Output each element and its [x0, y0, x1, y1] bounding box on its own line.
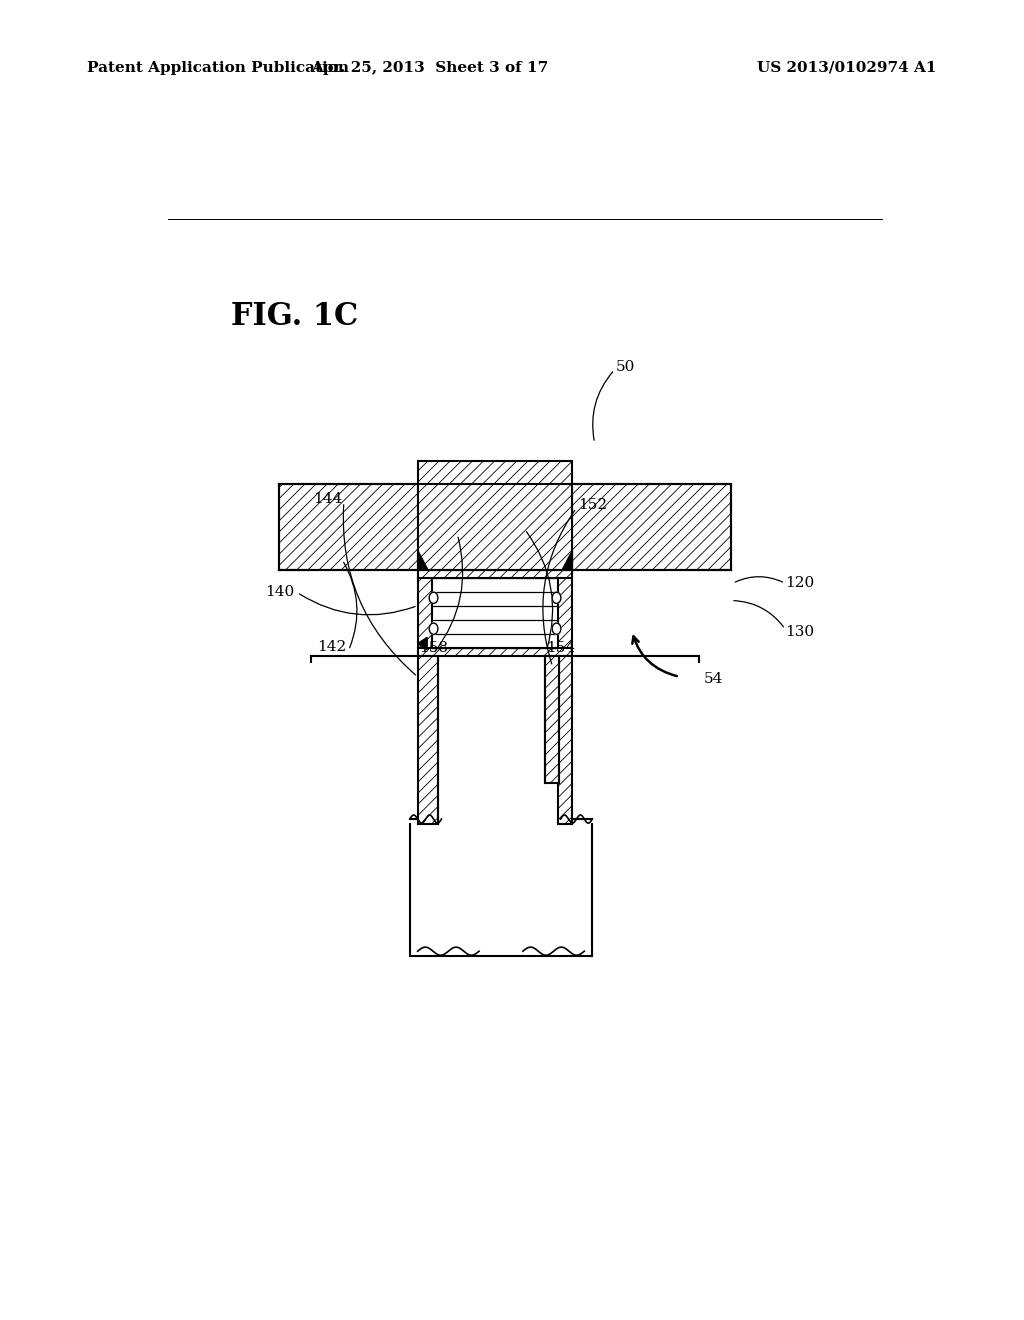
- Polygon shape: [418, 638, 427, 649]
- Text: 154: 154: [546, 642, 575, 655]
- Bar: [418, 656, 437, 824]
- Text: US 2013/0102974 A1: US 2013/0102974 A1: [758, 61, 937, 75]
- Text: 144: 144: [313, 492, 342, 506]
- Text: 130: 130: [785, 626, 814, 639]
- Polygon shape: [418, 550, 428, 570]
- Text: 142: 142: [317, 640, 346, 655]
- Text: Apr. 25, 2013  Sheet 3 of 17: Apr. 25, 2013 Sheet 3 of 17: [311, 61, 549, 75]
- Circle shape: [552, 623, 561, 634]
- Text: 120: 120: [785, 577, 814, 590]
- Text: 152: 152: [578, 498, 607, 512]
- Bar: [545, 656, 559, 784]
- Bar: [572, 483, 731, 570]
- Bar: [418, 648, 572, 656]
- Bar: [418, 461, 572, 570]
- Circle shape: [429, 593, 438, 603]
- Bar: [279, 483, 418, 570]
- Text: 50: 50: [616, 360, 636, 374]
- Text: 140: 140: [265, 585, 295, 599]
- Bar: [418, 570, 572, 578]
- Text: FIG. 1C: FIG. 1C: [231, 301, 358, 331]
- Polygon shape: [562, 550, 572, 570]
- Bar: [558, 570, 572, 656]
- Text: 158: 158: [419, 642, 449, 655]
- Circle shape: [552, 593, 561, 603]
- Text: Patent Application Publication: Patent Application Publication: [87, 61, 349, 75]
- Text: 54: 54: [703, 672, 723, 686]
- Bar: [558, 656, 572, 824]
- Bar: [418, 570, 432, 656]
- Circle shape: [429, 623, 438, 634]
